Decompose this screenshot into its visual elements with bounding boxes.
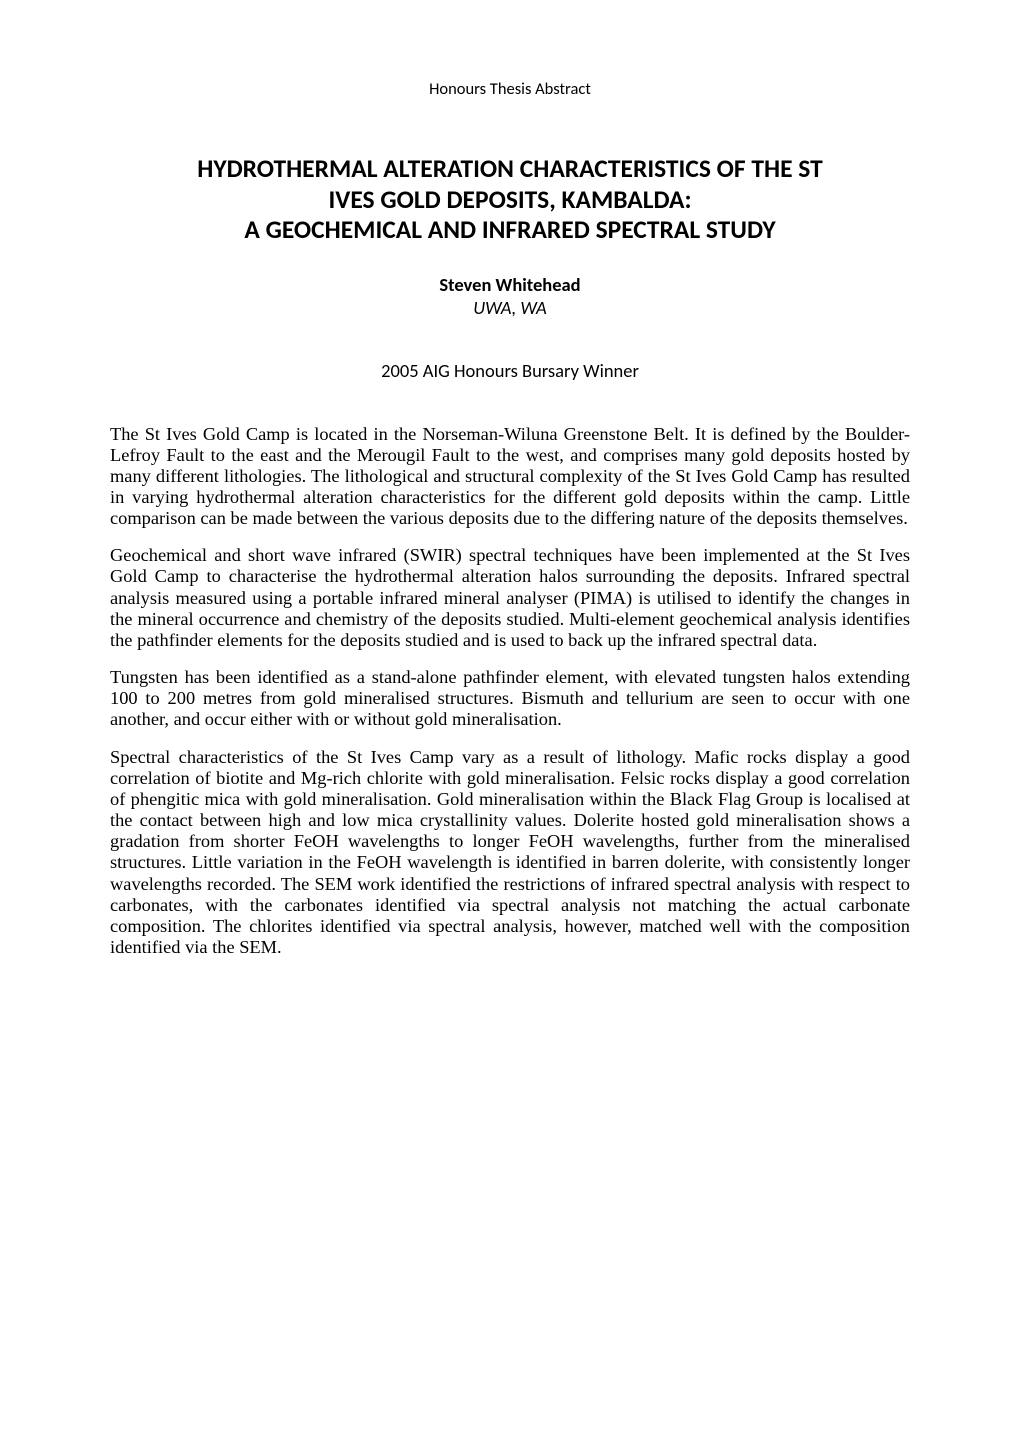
document-title: HYDROTHERMAL ALTERATION CHARACTERISTICS … [110, 154, 910, 246]
abstract-paragraph: Spectral characteristics of the St Ives … [110, 747, 910, 959]
pre-heading: Honours Thesis Abstract [110, 80, 910, 99]
author-name: Steven Whitehead [110, 274, 910, 295]
award-line: 2005 AIG Honours Bursary Winner [110, 360, 910, 381]
title-line-1: HYDROTHERMAL ALTERATION CHARACTERISTICS … [110, 154, 910, 185]
title-line-2: IVES GOLD DEPOSITS, KAMBALDA: [110, 185, 910, 216]
author-affiliation: UWA, WA [110, 297, 910, 318]
abstract-paragraph: Geochemical and short wave infrared (SWI… [110, 545, 910, 651]
abstract-paragraph: The St Ives Gold Camp is located in the … [110, 424, 910, 530]
abstract-paragraph: Tungsten has been identified as a stand-… [110, 667, 910, 730]
title-line-3: A GEOCHEMICAL AND INFRARED SPECTRAL STUD… [110, 215, 910, 246]
